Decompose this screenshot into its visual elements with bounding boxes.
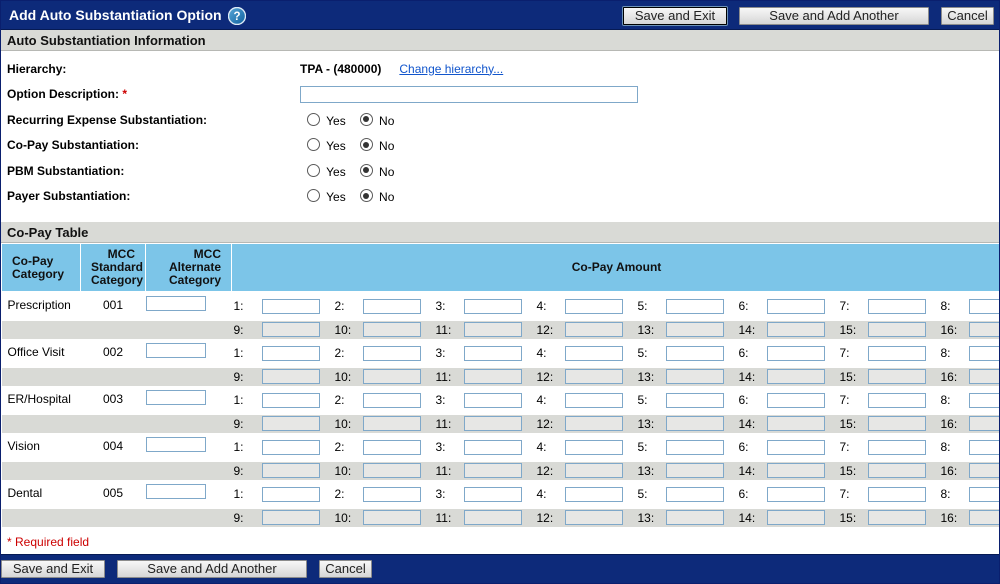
svg-text:?: ? <box>234 11 241 23</box>
